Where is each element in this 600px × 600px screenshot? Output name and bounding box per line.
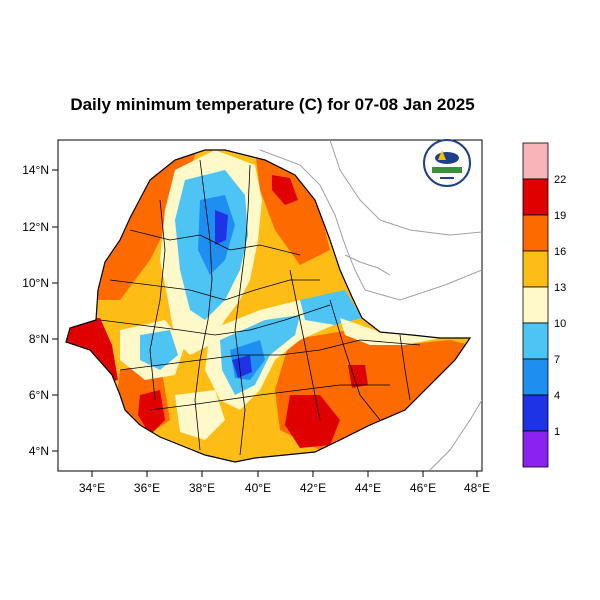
colorbar-label: 4 (554, 390, 560, 402)
colorbar-swatch (522, 178, 549, 216)
colorbar-swatch (522, 142, 549, 180)
x-tick-label: 46°E (410, 481, 436, 495)
y-axis-ticks: 14°N 12°N 10°N 8°N 6°N 4°N (22, 163, 58, 458)
x-tick-label: 48°E (464, 481, 490, 495)
colorbar-label: 19 (554, 210, 566, 222)
y-tick-label: 10°N (22, 276, 49, 290)
y-tick-label: 8°N (29, 332, 49, 346)
colorbar-label: 13 (554, 282, 566, 294)
x-axis-ticks: 34°E 36°E 38°E 40°E 42°E 44°E 46°E 48°E (79, 471, 490, 495)
colorbar-swatch (522, 322, 549, 360)
x-tick-label: 36°E (134, 481, 160, 495)
colorbar-swatch (522, 430, 549, 468)
colorbar: 22 19 16 13 10 7 4 1 (522, 142, 566, 468)
colorbar-label: 7 (554, 354, 560, 366)
x-tick-label: 42°E (300, 481, 326, 495)
x-tick-label: 44°E (355, 481, 381, 495)
colorbar-label: 10 (554, 318, 566, 330)
map-title: Daily minimum temperature (C) for 07-08 … (70, 95, 475, 114)
y-tick-label: 12°N (22, 220, 49, 234)
y-tick-label: 14°N (22, 163, 49, 177)
colorbar-swatch (522, 250, 549, 288)
ethiopian-meteorology-logo-icon (423, 139, 471, 187)
neighbor-coastlines (259, 140, 482, 471)
colorbar-swatch (522, 214, 549, 252)
admin-boundaries (99, 159, 421, 456)
y-tick-label: 6°N (29, 388, 49, 402)
colorbar-swatch (522, 394, 549, 432)
y-tick-label: 4°N (29, 444, 49, 458)
colorbar-swatch (522, 358, 549, 396)
colorbar-label: 22 (554, 174, 566, 186)
x-tick-label: 40°E (245, 481, 271, 495)
x-tick-label: 38°E (189, 481, 215, 495)
colorbar-label: 1 (554, 426, 560, 438)
x-tick-label: 34°E (79, 481, 105, 495)
colorbar-swatch (522, 286, 549, 324)
colorbar-label: 16 (554, 246, 566, 258)
